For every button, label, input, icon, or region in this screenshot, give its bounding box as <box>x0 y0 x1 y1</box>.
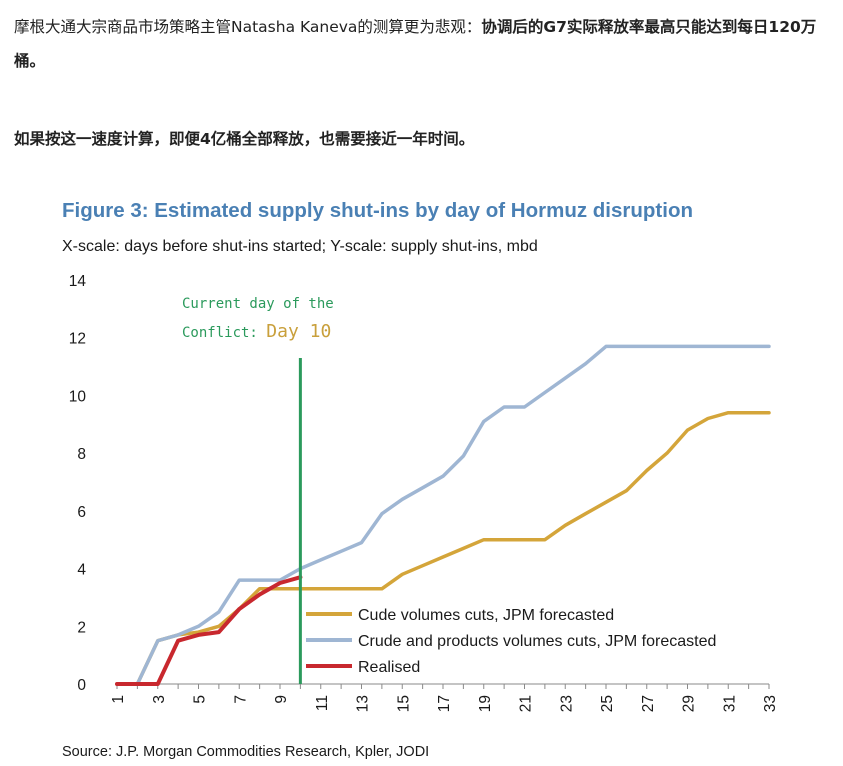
legend-label: Realised <box>358 659 420 676</box>
chart-source: Source: J.P. Morgan Commodities Research… <box>62 744 429 760</box>
annotation-day-label: Conflict: Day 10 <box>182 321 331 342</box>
x-tick-label: 19 <box>477 695 494 712</box>
x-tick-label: 25 <box>599 695 616 712</box>
x-tick-label: 23 <box>558 695 575 712</box>
x-tick-label: 15 <box>395 695 412 712</box>
article-paragraph-2: 如果按这一速度计算，即便4亿桶全部释放，也需要接近一年时间。 <box>14 130 475 148</box>
legend: Cude volumes cuts, JPM forecasted Crude a… <box>306 607 716 676</box>
y-tick-label: 8 <box>77 446 86 463</box>
annotation-prefix: Conflict: <box>182 325 266 341</box>
x-tick-label: 13 <box>355 695 372 712</box>
article-paragraph-1: 摩根大通大宗商品市场策略主管Natasha Kaneva的测算更为悲观：协调后的… <box>14 10 829 78</box>
supply-shut-ins-chart: Figure 3: Estimated supply shut-ins by d… <box>62 199 779 760</box>
y-tick-label: 0 <box>77 677 86 694</box>
x-tick-label: 31 <box>721 695 738 712</box>
x-tick-label: 11 <box>314 695 331 711</box>
y-tick-label: 12 <box>69 331 86 348</box>
y-tick-label: 10 <box>69 388 87 405</box>
x-tick-label: 3 <box>151 695 168 704</box>
paragraph-text: 摩根大通大宗商品市场策略主管Natasha Kaneva的测算更为悲观： <box>14 18 482 36</box>
x-tick-label: 1 <box>110 695 127 704</box>
x-tick-label: 29 <box>681 695 698 712</box>
legend-label: Crude and products volumes cuts, JPM for… <box>358 633 716 650</box>
y-tick-label: 14 <box>69 273 87 290</box>
x-tick-label: 17 <box>436 695 453 712</box>
series-line <box>115 344 771 686</box>
y-tick-label: 4 <box>77 562 86 579</box>
y-tick-label: 6 <box>77 504 86 521</box>
series-layer <box>115 344 771 686</box>
x-tick-label: 21 <box>518 695 535 712</box>
x-tick-label: 9 <box>273 695 290 704</box>
x-tick-label: 27 <box>640 695 657 712</box>
paragraph-bold-text: 协调后的G7实际释放率最高只能达到每日120万桶。 <box>14 18 817 70</box>
x-tick-label: 7 <box>232 695 249 704</box>
annotation-day-value: Day 10 <box>266 321 331 342</box>
annotation-label: Current day of the <box>182 296 334 312</box>
x-tick-label: 33 <box>762 695 779 712</box>
y-axis: 0 2 4 6 8 10 12 14 <box>69 273 87 694</box>
x-axis: 1 3 5 7 9 11 13 15 17 19 21 23 25 27 29 31 33 <box>110 683 779 712</box>
series-line <box>115 575 303 686</box>
series-line <box>115 410 771 686</box>
chart-subtitle: X-scale: days before shut-ins started; Y… <box>62 238 538 255</box>
y-tick-label: 2 <box>77 619 86 636</box>
x-tick-label: 5 <box>192 695 209 704</box>
current-day-annotation: Current day of the Conflict: Day 10 <box>182 296 334 684</box>
legend-label: Cude volumes cuts, JPM forecasted <box>358 607 614 624</box>
chart-title: Figure 3: Estimated supply shut-ins by d… <box>62 199 693 222</box>
